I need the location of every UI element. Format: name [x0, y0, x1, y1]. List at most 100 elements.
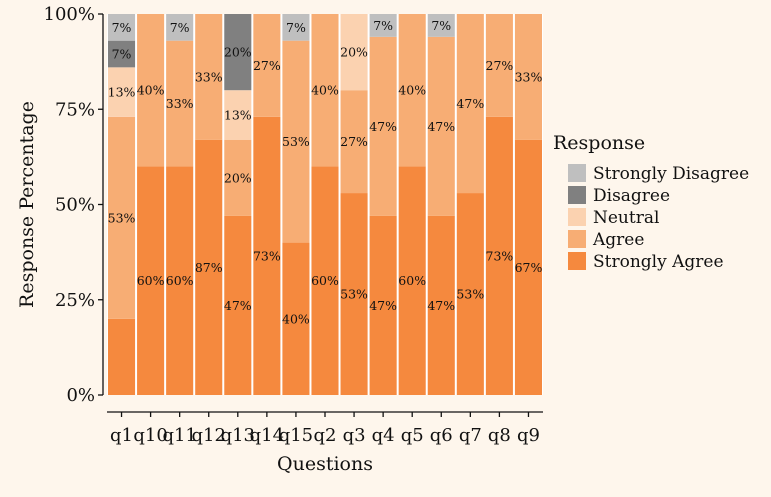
bar-segment-q7-strongly-agree: [456, 193, 484, 395]
legend-swatch: [568, 230, 586, 248]
data-label-q14: 73%: [253, 248, 281, 263]
data-label-q2: 60%: [311, 273, 339, 288]
bar-segment-q13-disagree: [224, 14, 252, 91]
legend-title: Response: [553, 132, 645, 154]
data-label-q12: 87%: [195, 260, 223, 275]
data-label-q4: 47%: [369, 298, 397, 313]
bar-segment-q3-neutral: [340, 14, 368, 91]
data-label-q13: 47%: [224, 298, 252, 313]
data-label-q11: 7%: [170, 20, 190, 35]
bars-layer: [108, 14, 542, 396]
legend-swatch: [568, 186, 586, 204]
legend-entry-label: Strongly Agree: [593, 252, 724, 272]
data-label-q3: 53%: [340, 287, 368, 302]
bar-segment-q2-strongly-agree: [311, 166, 339, 395]
x-tick-label-q15: q15: [279, 425, 313, 446]
data-label-q11: 33%: [166, 96, 194, 111]
x-tick-label-q6: q6: [430, 425, 453, 446]
data-label-q11: 60%: [166, 273, 194, 288]
bar-segment-q1-agree: [108, 116, 136, 319]
data-label-q10: 40%: [137, 83, 165, 98]
y-tick-label: 50%: [55, 195, 95, 216]
bar-segment-q6-agree: [427, 36, 455, 216]
legend-entry-label: Agree: [592, 230, 644, 250]
bar-segment-q1-strongly-disagree: [108, 14, 136, 41]
x-tick-label-q12: q12: [192, 425, 226, 446]
data-label-q7: 53%: [456, 287, 484, 302]
bar-segment-q5-strongly-agree: [398, 166, 426, 395]
bar-segment-q7-agree: [456, 14, 484, 194]
legend-swatch: [568, 208, 586, 226]
x-tick-label-q7: q7: [459, 425, 482, 446]
bar-segment-q11-agree: [166, 40, 194, 167]
data-label-q13: 13%: [224, 107, 252, 122]
data-label-q6: 7%: [431, 18, 451, 33]
data-label-q6: 47%: [427, 119, 455, 134]
x-axis-title: Questions: [277, 453, 373, 475]
bar-segment-q4-strongly-agree: [369, 215, 397, 395]
y-tick-label: 0%: [66, 385, 95, 406]
x-tick-label-q5: q5: [401, 425, 424, 446]
bar-segment-q9-agree: [514, 14, 542, 140]
x-tick-label-q9: q9: [517, 425, 540, 446]
data-label-q4: 47%: [369, 119, 397, 134]
data-label-q2: 40%: [311, 83, 339, 98]
data-label-q7: 47%: [456, 96, 484, 111]
bar-segment-q10-agree: [137, 14, 165, 167]
bar-segment-q4-strongly-disagree: [369, 14, 397, 37]
bar-segment-q13-agree: [224, 139, 252, 216]
bar-segment-q2-agree: [311, 14, 339, 167]
bar-segment-q14-agree: [253, 14, 281, 117]
bar-segment-q6-strongly-disagree: [427, 14, 455, 37]
bar-segment-q1-disagree: [108, 40, 136, 68]
bar-segment-q9-strongly-agree: [514, 139, 542, 395]
data-label-q5: 60%: [398, 273, 426, 288]
bar-segment-q15-agree: [282, 40, 310, 243]
data-label-q15: 53%: [282, 134, 310, 149]
bar-segment-q13-neutral: [224, 90, 252, 140]
bar-segment-q6-strongly-agree: [427, 215, 455, 395]
data-label-q3: 20%: [340, 45, 368, 60]
data-label-q10: 60%: [137, 273, 165, 288]
bar-segment-q13-strongly-agree: [224, 215, 252, 395]
bar-segment-q11-strongly-disagree: [166, 14, 194, 41]
bar-segment-q14-strongly-agree: [253, 116, 281, 396]
x-tick-label-q13: q13: [221, 425, 255, 446]
data-label-q3: 27%: [340, 134, 368, 149]
data-label-q8: 73%: [486, 248, 514, 263]
bar-segment-q8-agree: [485, 14, 513, 117]
bar-segment-q12-strongly-agree: [195, 139, 223, 395]
x-tick-label-q4: q4: [372, 425, 395, 446]
data-label-q6: 47%: [427, 298, 455, 313]
data-label-q13: 20%: [224, 45, 252, 60]
x-tick-label-q2: q2: [314, 425, 337, 446]
data-label-q12: 33%: [195, 69, 223, 84]
legend-entry-label: Disagree: [593, 186, 670, 206]
bar-segment-q3-strongly-agree: [340, 193, 368, 395]
legend-entry-label: Strongly Disagree: [593, 164, 749, 184]
data-label-q1: 13%: [108, 85, 136, 100]
data-label-q5: 40%: [398, 83, 426, 98]
legend-swatch: [568, 252, 586, 270]
bar-segment-q1-strongly-agree: [108, 318, 136, 395]
data-label-q14: 27%: [253, 58, 281, 73]
data-label-q15: 40%: [282, 311, 310, 326]
x-tick-label-q1: q1: [110, 425, 133, 446]
x-tick-label-q8: q8: [488, 425, 511, 446]
data-label-q15: 7%: [286, 20, 306, 35]
data-label-q4: 7%: [373, 18, 393, 33]
x-tick-label-q10: q10: [133, 425, 167, 446]
bar-segment-q11-strongly-agree: [166, 166, 194, 395]
bar-segment-q15-strongly-disagree: [282, 14, 310, 41]
bar-segment-q3-agree: [340, 90, 368, 194]
legend-entry-label: Neutral: [593, 208, 659, 228]
bar-segment-q10-strongly-agree: [137, 166, 165, 395]
legend: Response Strongly DisagreeDisagreeNeutra…: [553, 132, 749, 272]
bar-segment-q15-strongly-agree: [282, 242, 310, 395]
x-tick-label-q11: q11: [162, 425, 196, 446]
x-tick-label-q14: q14: [250, 425, 284, 446]
data-label-q1: 7%: [112, 20, 132, 35]
bar-segment-q8-strongly-agree: [485, 116, 513, 396]
